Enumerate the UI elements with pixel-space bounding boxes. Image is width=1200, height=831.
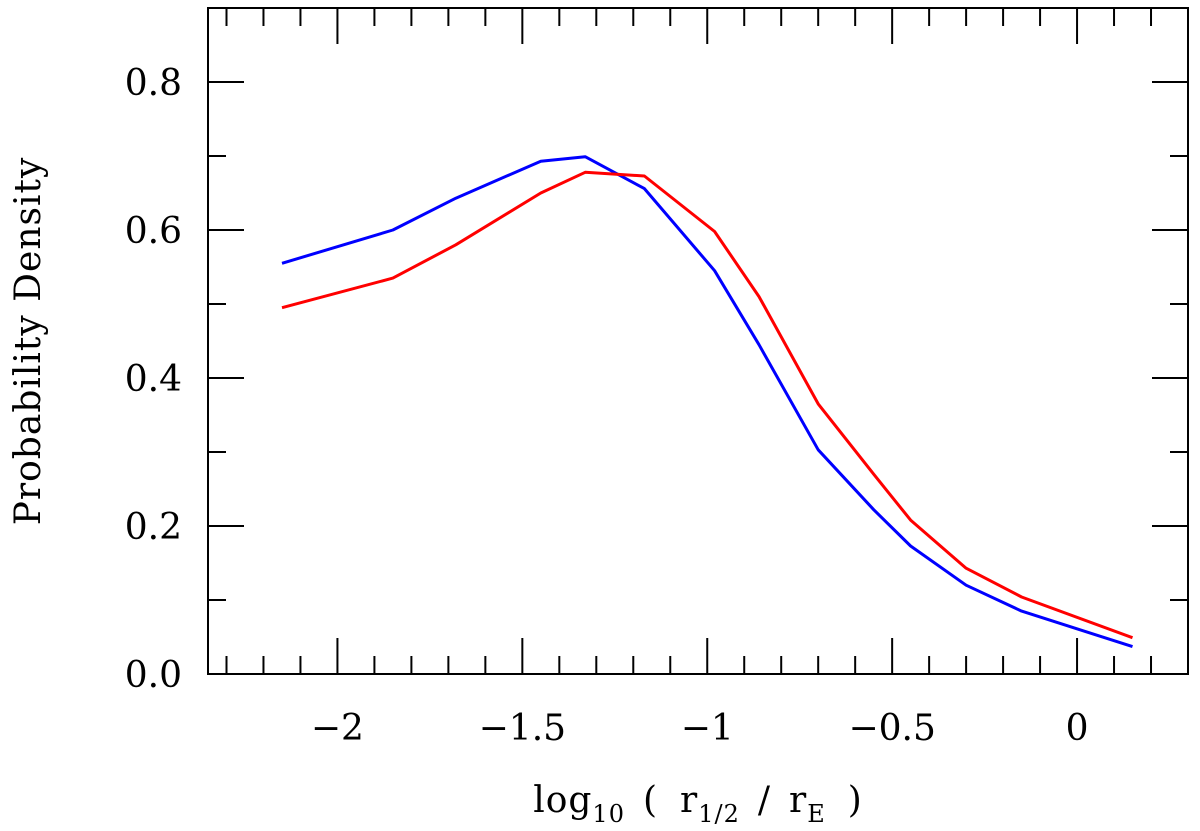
tick-labels: −2 −1.5 −1 −0.5 0 0.0 0.2 0.4 0.6 0.8 [125, 63, 1089, 749]
x-label-open: ( [643, 780, 658, 821]
y-tick-label: 0.2 [125, 507, 182, 548]
x-label-slash: / [758, 780, 771, 821]
series-lines [281, 155, 1134, 649]
x-label-den-sub: E [807, 800, 826, 828]
x-label-num: r [680, 780, 698, 821]
x-label-den: r [789, 780, 807, 821]
y-tick-label: 0.4 [125, 359, 182, 400]
plot-frame [207, 7, 1189, 675]
x-tick-label: −2 [311, 708, 364, 749]
x-label-prefix-sub: 10 [592, 800, 625, 828]
y-tick-label: 0.0 [125, 655, 182, 696]
x-tick-label: −0.5 [848, 708, 935, 749]
series-line-2 [281, 170, 1134, 640]
y-axis-title: Probability Density [8, 157, 49, 526]
series-line-1 [281, 155, 1133, 649]
x-tick-label: 0 [1066, 708, 1089, 749]
x-tick-label: −1 [681, 708, 734, 749]
y-tick-label: 0.8 [125, 63, 182, 104]
y-tick-label: 0.6 [125, 211, 182, 252]
axis-ticks [208, 7, 1188, 675]
x-label-close: ) [848, 780, 863, 821]
x-label-prefix: log [533, 780, 592, 821]
x-axis-title: log10(r1/2/rE) [533, 780, 863, 828]
x-label-num-sub: 1/2 [698, 800, 740, 828]
x-tick-label: −1.5 [479, 708, 566, 749]
